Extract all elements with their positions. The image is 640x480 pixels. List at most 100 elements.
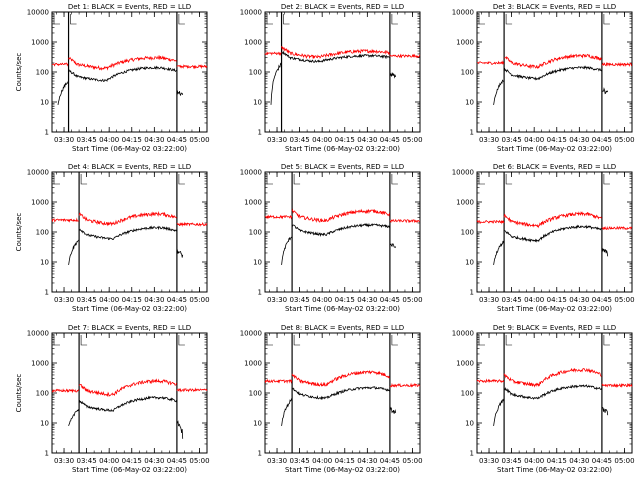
segment-marker — [266, 174, 273, 185]
lld-series-line — [476, 60, 505, 65]
lld-series-line — [264, 378, 293, 384]
panel-title: Det 7: BLACK = Events, RED = LLD — [68, 324, 191, 332]
lld-series-line — [291, 208, 390, 223]
lld-series-line — [601, 382, 633, 388]
y-axis-label: Counts/sec — [15, 374, 23, 413]
y-tick-label: 1 — [258, 129, 262, 137]
y-tick-label: 1000 — [31, 360, 49, 368]
panel-1: Det 1: BLACK = Events, RED = LLD 1 10 100 10… — [15, 3, 210, 153]
x-tick-label: 05:00 — [402, 457, 422, 465]
segment-marker — [505, 14, 513, 25]
y-tick-label: 100 — [249, 390, 262, 398]
segment-marker — [80, 335, 88, 346]
lld-series-line — [281, 46, 390, 60]
y-tick-label: 100 — [461, 69, 474, 77]
segment-marker — [391, 14, 398, 25]
x-tick-label: 03:30 — [267, 296, 287, 304]
events-series-line — [281, 50, 390, 63]
lld-series-line — [389, 218, 421, 224]
events-series-line — [291, 222, 390, 237]
y-tick-label: 10000 — [452, 330, 474, 338]
segment-marker — [391, 335, 398, 346]
x-tick-label: 05:00 — [402, 296, 422, 304]
events-series-line — [601, 406, 609, 416]
segment-marker — [505, 174, 513, 185]
lld-series-line — [389, 382, 421, 388]
x-tick-label: 04:45 — [380, 136, 400, 144]
events-series-line — [78, 225, 177, 241]
lld-series-line — [176, 387, 208, 393]
segment-marker — [391, 174, 398, 185]
x-tick-label: 05:00 — [189, 457, 209, 465]
events-series-line — [493, 79, 505, 105]
lld-series-line — [503, 211, 602, 229]
plot-frame — [476, 11, 633, 133]
x-tick-label: 04:00 — [312, 296, 332, 304]
x-tick-label: 04:00 — [99, 296, 119, 304]
lld-series-line — [601, 225, 633, 231]
events-series-line — [389, 72, 397, 79]
events-series-line — [176, 90, 184, 97]
panel-title: Det 5: BLACK = Events, RED = LLD — [281, 163, 404, 171]
y-tick-label: 10 — [40, 259, 49, 267]
segment-marker — [505, 335, 513, 346]
panel-title: Det 2: BLACK = Events, RED = LLD — [281, 3, 404, 11]
panel-title: Det 1: BLACK = Events, RED = LLD — [68, 3, 191, 11]
x-tick-label: 04:00 — [312, 457, 332, 465]
x-tick-label: 04:30 — [357, 136, 377, 144]
segment-marker — [80, 174, 88, 185]
plot-frame — [476, 332, 633, 454]
x-axis-label: Start Time (06-May-02 03:22:00) — [285, 145, 400, 153]
events-series-line — [270, 62, 282, 105]
x-tick-label: 03:45 — [502, 457, 522, 465]
segment-marker — [178, 174, 185, 185]
segment-marker — [478, 174, 485, 185]
lld-series-line — [176, 221, 208, 228]
y-tick-label: 10000 — [240, 169, 262, 177]
lld-series-line — [291, 370, 390, 387]
x-axis-label: Start Time (06-May-02 03:22:00) — [497, 305, 612, 313]
segment-marker — [53, 335, 60, 346]
x-tick-label: 04:15 — [335, 136, 355, 144]
y-tick-label: 1000 — [244, 39, 262, 47]
plot-frame — [264, 11, 421, 133]
events-series-line — [176, 420, 184, 439]
x-tick-label: 04:30 — [144, 136, 164, 144]
y-tick-label: 1000 — [456, 199, 474, 207]
segment-marker — [266, 14, 273, 25]
panel-title: Det 3: BLACK = Events, RED = LLD — [493, 3, 616, 11]
x-tick-label: 04:45 — [380, 457, 400, 465]
y-tick-label: 10 — [465, 99, 474, 107]
panel-8: Det 8: BLACK = Events, RED = LLD 1 10 100 10… — [240, 324, 423, 474]
panel-4: Det 4: BLACK = Events, RED = LLD 1 10 100 10… — [15, 163, 210, 313]
events-series-line — [291, 386, 390, 401]
lld-series-line — [68, 54, 177, 71]
y-tick-label: 1 — [45, 129, 49, 137]
segment-marker — [178, 14, 185, 25]
events-series-line — [68, 65, 177, 83]
events-series-line — [68, 238, 80, 265]
x-axis-label: Start Time (06-May-02 03:22:00) — [72, 305, 187, 313]
events-series-line — [503, 384, 602, 400]
segment-marker — [178, 335, 185, 346]
segment-marker — [70, 14, 77, 25]
events-series-line — [503, 65, 602, 81]
y-tick-label: 1000 — [456, 360, 474, 368]
segment-marker — [266, 335, 273, 346]
segment-marker — [603, 174, 610, 185]
x-tick-label: 03:30 — [54, 296, 74, 304]
x-axis-label: Start Time (06-May-02 03:22:00) — [285, 466, 400, 474]
x-tick-label: 04:15 — [547, 296, 567, 304]
y-tick-label: 1 — [258, 450, 262, 458]
events-series-line — [504, 224, 602, 243]
lld-series-line — [264, 214, 293, 220]
segment-marker — [283, 14, 290, 25]
plot-frame — [264, 332, 421, 454]
panel-6: Det 6: BLACK = Events, RED = LLD 1 10 100 10… — [452, 163, 635, 313]
x-tick-label: 04:30 — [144, 296, 164, 304]
x-tick-label: 04:15 — [547, 136, 567, 144]
y-tick-label: 1 — [470, 129, 474, 137]
segment-marker — [603, 335, 610, 346]
y-tick-label: 100 — [36, 229, 49, 237]
y-axis-label: Counts/sec — [15, 213, 23, 252]
